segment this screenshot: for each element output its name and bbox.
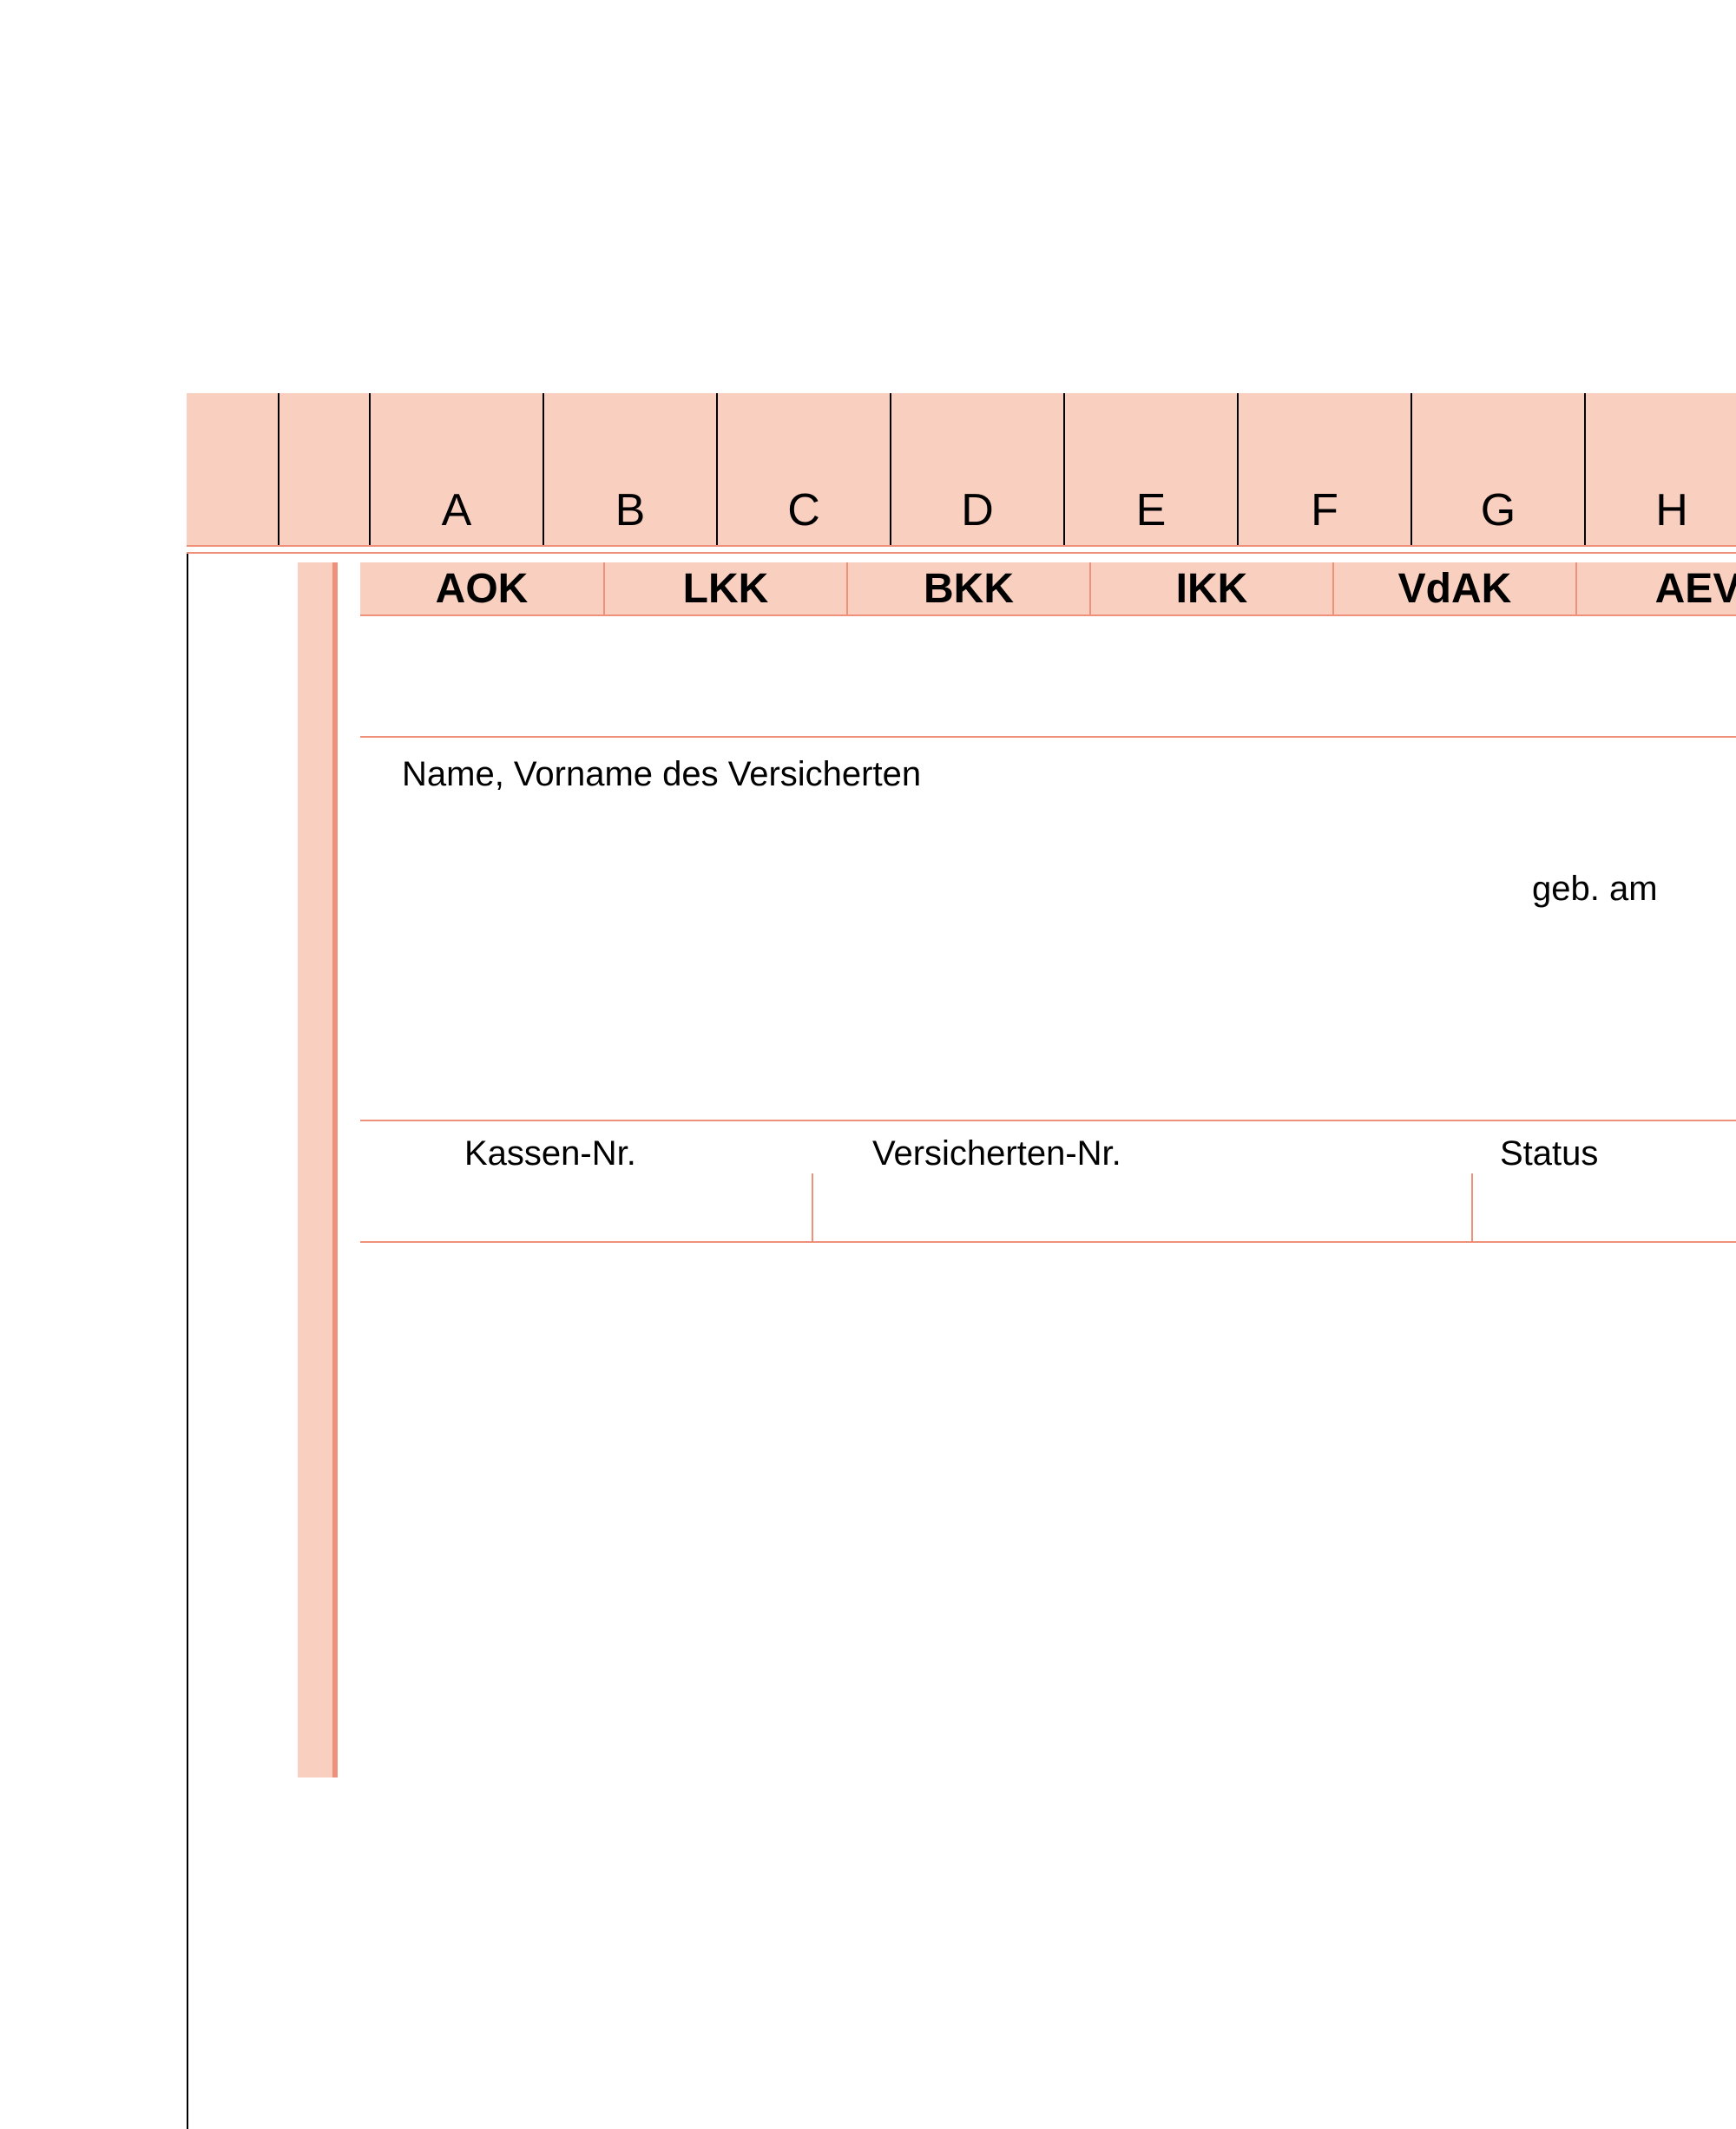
status-label: Status: [1500, 1134, 1598, 1173]
ruler-blank-cell: [278, 393, 369, 545]
ruler-letter-d: D: [890, 393, 1063, 545]
kasse-name-field[interactable]: [360, 616, 1736, 738]
insurance-tab-lkk[interactable]: LKK: [603, 562, 846, 614]
letter-ruler: ABCDEFGH: [187, 393, 1736, 545]
insurance-tab-bkk[interactable]: BKK: [846, 562, 1089, 614]
form-area: ABCDEFGH AOKLKKBKKIKKVdAKAEV Name, Vorna…: [187, 393, 1736, 1782]
ruler-letter-f: F: [1237, 393, 1410, 545]
ruler-blank-cell: [187, 393, 278, 545]
insurance-tab-vdak[interactable]: VdAK: [1332, 562, 1575, 614]
numbers-row-separator-2: [1471, 1173, 1473, 1241]
left-margin-strip: [298, 562, 332, 1777]
left-margin-rule: [332, 562, 338, 1777]
ruler-letter-e: E: [1063, 393, 1237, 545]
ruler-letter-b: B: [542, 393, 716, 545]
ruler-letter-a: A: [369, 393, 542, 545]
ruler-letter-h: H: [1584, 393, 1736, 545]
page-left-border: [187, 393, 188, 2129]
kassen-nr-label: Kassen-Nr.: [464, 1134, 636, 1173]
numbers-row: Kassen-Nr. Versicherten-Nr. Status: [360, 1121, 1736, 1243]
insurance-tab-aev[interactable]: AEV: [1575, 562, 1736, 614]
ruler-letter-c: C: [716, 393, 890, 545]
ruler-underline: [187, 545, 1736, 554]
insurance-tab-ikk[interactable]: IKK: [1089, 562, 1332, 614]
versicherten-nr-label: Versicherten-Nr.: [872, 1134, 1121, 1173]
insured-name-label: Name, Vorname des Versicherten: [402, 755, 921, 794]
birthdate-label: geb. am: [1532, 870, 1658, 909]
numbers-row-separator-1: [812, 1173, 813, 1241]
insurance-tab-aok[interactable]: AOK: [360, 562, 603, 614]
ruler-letter-g: G: [1410, 393, 1584, 545]
insured-name-block[interactable]: Name, Vorname des Versicherten geb. am: [360, 739, 1736, 1121]
insurance-tabs-row: AOKLKKBKKIKKVdAKAEV: [360, 562, 1736, 614]
